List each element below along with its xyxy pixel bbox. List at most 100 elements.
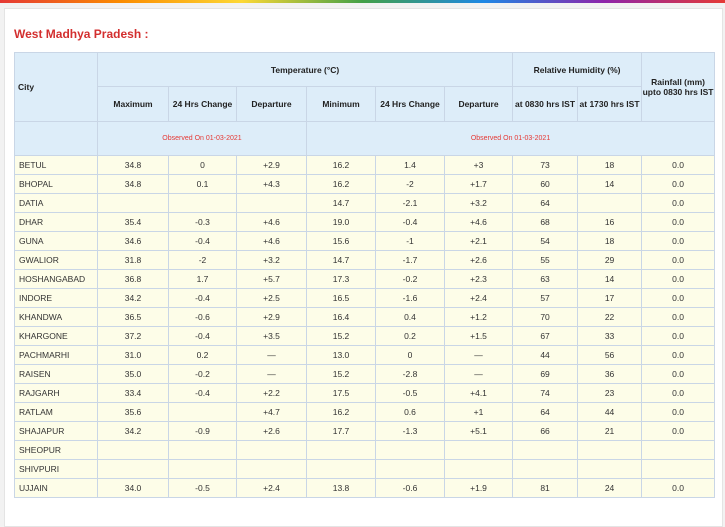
cell-max-dep — [236, 440, 307, 460]
cell-city: SHAJAPUR — [14, 421, 98, 441]
cell-rain — [641, 440, 716, 460]
cell-max-dep: — — [236, 345, 307, 365]
cell-min-change: -2.1 — [375, 193, 445, 213]
cell-max-change: 0 — [168, 155, 237, 175]
cell-rh-1730: 17 — [577, 288, 643, 308]
cell-rh-0830: 64 — [512, 402, 579, 422]
cell-rain: 0.0 — [641, 345, 716, 365]
cell-rain — [641, 459, 716, 479]
cell-max: 35.4 — [97, 212, 169, 232]
cell-rh-1730: 18 — [577, 155, 643, 175]
cell-city: BETUL — [14, 155, 98, 175]
table-row: RAISEN 35.0 -0.2—15.2 -2.8—69 36 0.0 — [14, 364, 716, 384]
table-row: RATLAM 35.6 +4.7 16.2 0.6 +1 64 44 0.0 — [14, 402, 716, 422]
cell-max-dep: +4.7 — [236, 402, 307, 422]
city-header: City — [14, 52, 98, 122]
cell-min: 15.2 — [306, 326, 376, 346]
cell-rh-1730 — [577, 193, 643, 213]
table-row: KHARGONE 37.2 -0.4 +3.5 15.2 0.2 +1.5 67 33 0.0 — [14, 326, 716, 346]
rh-1730-header: at 1730 hrs IST — [577, 86, 643, 122]
observed-min-date: Observed On 01-03-2021 — [305, 121, 716, 156]
cell-max-change: -0.5 — [168, 478, 237, 498]
cell-city: UJJAIN — [14, 478, 98, 498]
cell-max-change — [168, 193, 237, 213]
cell-min-dep: +1.5 — [443, 326, 514, 346]
cell-min-dep: +1.2 — [443, 307, 514, 327]
cell-rain: 0.0 — [641, 231, 716, 251]
cell-min: 14.7 — [306, 250, 376, 270]
cell-min: 15.6 — [306, 231, 376, 251]
cell-min-change: -2.8 — [375, 364, 445, 384]
cell-rh-0830: 69 — [512, 364, 579, 384]
table-row: HOSHANGABAD 36.8 1.7 +5.7 17.3 -0.2 +2.3 63 14 0.… — [14, 269, 716, 289]
cell-rh-0830: 73 — [512, 155, 579, 175]
cell-min: 17.7 — [306, 421, 376, 441]
rh-0830-header: at 0830 hrs IST — [512, 86, 579, 122]
min-change-header: 24 Hrs Change — [375, 86, 445, 122]
cell-max-change — [168, 402, 237, 422]
cell-max-dep: +2.6 — [236, 421, 307, 441]
cell-max-dep: +4.3 — [236, 174, 307, 194]
cell-min: 17.5 — [306, 383, 376, 403]
cell-city: BHOPAL — [14, 174, 98, 194]
cell-rh-1730: 14 — [577, 269, 643, 289]
cell-min-dep: +1 — [443, 402, 514, 422]
cell-rain: 0.0 — [641, 155, 716, 175]
cell-max-change: -0.3 — [168, 212, 237, 232]
cell-max: 36.8 — [97, 269, 169, 289]
cell-rh-0830: 68 — [512, 212, 579, 232]
cell-rh-0830: 55 — [512, 250, 579, 270]
cell-max-change: -0.6 — [168, 307, 237, 327]
cell-max: 35.0 — [97, 364, 169, 384]
cell-max-change: 0.1 — [168, 174, 237, 194]
cell-min: 19.0 — [306, 212, 376, 232]
table-row: KHANDWA 36.5 -0.6 +2.9 16.4 0.4 +1.2 70 22 0.0 — [14, 307, 716, 327]
observed-max-date: Observed On 01-03-2021 — [97, 121, 307, 156]
cell-min-dep: +2.1 — [443, 231, 514, 251]
cell-max-change: 1.7 — [168, 269, 237, 289]
cell-min: 16.5 — [306, 288, 376, 308]
table-row: SHEOPUR — [14, 440, 716, 460]
table-row: GWALIOR 31.8 -2 +3.2 14.7 -1.7 +2.6 55 29 0.0 — [14, 250, 716, 270]
cell-min-change: -0.5 — [375, 383, 445, 403]
cell-rh-1730: 33 — [577, 326, 643, 346]
cell-max-dep: +3.2 — [236, 250, 307, 270]
cell-city: RAISEN — [14, 364, 98, 384]
cell-rh-1730: 14 — [577, 174, 643, 194]
cell-rain: 0.0 — [641, 383, 716, 403]
cell-rh-0830: 64 — [512, 193, 579, 213]
cell-max — [97, 193, 169, 213]
cell-max-dep: +3.5 — [236, 326, 307, 346]
cell-max: 35.6 — [97, 402, 169, 422]
cell-city: GWALIOR — [14, 250, 98, 270]
cell-min-change: 0 — [375, 345, 445, 365]
cell-rh-1730 — [577, 459, 643, 479]
cell-max-change: -0.9 — [168, 421, 237, 441]
cell-min-dep: +1.9 — [443, 478, 514, 498]
cell-max: 34.8 — [97, 174, 169, 194]
cell-max-change: -0.2 — [168, 364, 237, 384]
cell-city: GUNA — [14, 231, 98, 251]
cell-rh-1730: 24 — [577, 478, 643, 498]
cell-max-dep: +4.6 — [236, 212, 307, 232]
cell-max-change: -0.4 — [168, 383, 237, 403]
cell-max-dep: +5.7 — [236, 269, 307, 289]
table-row: INDORE 34.2 -0.4 +2.5 16.5 -1.6 +2.4 57 17 0.0 — [14, 288, 716, 308]
cell-rh-1730: 29 — [577, 250, 643, 270]
cell-min-dep: — — [443, 345, 514, 365]
cell-city: RATLAM — [14, 402, 98, 422]
cell-min-change: 0.4 — [375, 307, 445, 327]
cell-min-dep: +4.6 — [443, 212, 514, 232]
region-title: West Madhya Pradesh : — [14, 27, 149, 41]
cell-max-dep: +2.5 — [236, 288, 307, 308]
cell-rh-1730: 36 — [577, 364, 643, 384]
observed-spacer — [14, 121, 98, 156]
cell-min: 15.2 — [306, 364, 376, 384]
cell-min: 16.4 — [306, 307, 376, 327]
table-row: BHOPAL 34.8 0.1 +4.3 16.2 -2 +1.7 60 14 0.0 — [14, 174, 716, 194]
cell-max-dep: +2.9 — [236, 307, 307, 327]
cell-min-change: 0.2 — [375, 326, 445, 346]
cell-rh-0830: 70 — [512, 307, 579, 327]
cell-max-dep: +2.2 — [236, 383, 307, 403]
cell-rh-0830: 74 — [512, 383, 579, 403]
